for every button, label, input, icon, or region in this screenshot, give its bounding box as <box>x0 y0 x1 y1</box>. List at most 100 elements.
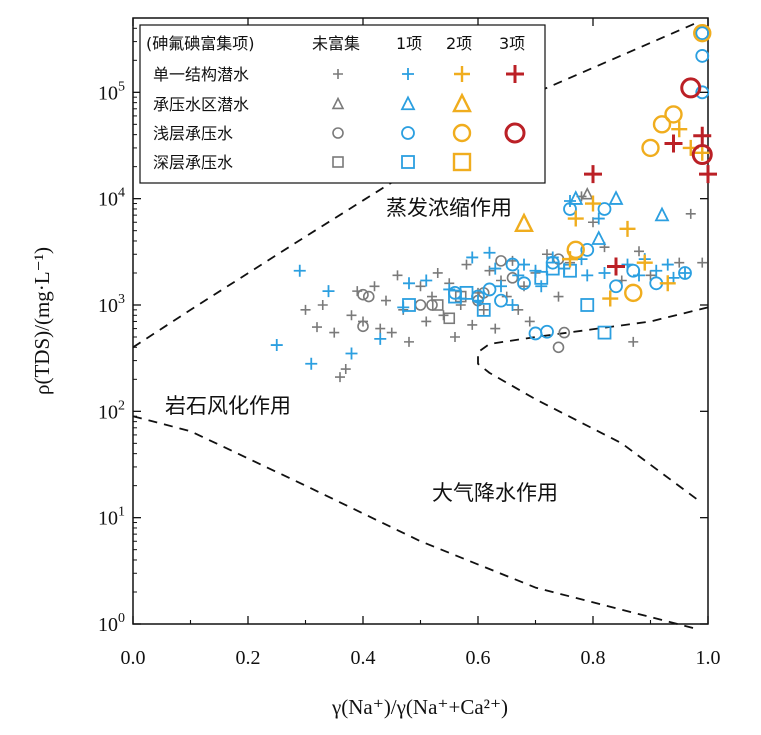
data-point-circle-level1-10 <box>580 242 595 257</box>
data-point-plus-level0-28 <box>484 265 495 276</box>
data-point-plus-level0-17 <box>421 316 432 327</box>
data-point-plus-level0-29 <box>490 323 501 334</box>
data-point-plus-level0-19 <box>432 267 443 278</box>
data-point-triangle-level1-1 <box>591 230 607 245</box>
data-point-plus-level2-9 <box>694 144 711 161</box>
data-point-plus-level0-0 <box>300 304 311 315</box>
legend-marker-triangle-level1 <box>400 95 416 111</box>
data-point-circle-level2-2 <box>641 138 660 158</box>
data-point-circle-level3-1 <box>691 144 713 166</box>
data-point-circle-level2-3 <box>652 115 672 134</box>
data-point-circle-level1-18 <box>695 26 710 41</box>
data-point-square-level1-5 <box>545 261 560 276</box>
data-point-plus-level2-5 <box>636 254 653 271</box>
data-point-circle-level0-2 <box>357 320 369 333</box>
data-point-plus-level1-3 <box>322 285 335 298</box>
data-point-plus-level0-2 <box>317 299 328 310</box>
boundary-line-upper <box>132 22 697 349</box>
data-point-plus-level1-20 <box>535 280 548 293</box>
data-point-plus-level1-5 <box>374 332 387 345</box>
data-point-circle-level1-12 <box>609 279 623 294</box>
data-point-plus-level0-33 <box>513 304 524 315</box>
data-point-plus-level1-14 <box>489 262 502 275</box>
data-point-plus-level0-22 <box>450 332 460 343</box>
x-tick-label-0: 0.0 <box>121 647 146 669</box>
data-point-circle-level1-7 <box>540 324 554 339</box>
y-tick-label-1: 101 <box>98 505 125 530</box>
data-point-circle-level0-11 <box>558 326 571 339</box>
legend-row-single-aquifer: 单一结构潜水 <box>153 65 249 84</box>
legend-marker-square-level1 <box>401 155 415 169</box>
legend-marker-triangle-level2 <box>452 92 472 113</box>
data-point-plus-level0-5 <box>340 364 351 375</box>
data-point-circle-level0-10 <box>552 341 565 354</box>
y-tick-exponent-1: 1 <box>118 505 125 520</box>
y-tick-exponent-4: 4 <box>118 186 125 201</box>
data-point-plus-level0-44 <box>628 336 639 347</box>
data-point-circle-level1-5 <box>517 276 531 291</box>
data-point-plus-level2-1 <box>567 210 584 227</box>
y-tick-exponent-0: 0 <box>118 611 125 626</box>
data-point-circle-level1-9 <box>563 202 577 216</box>
region-label-evaporation: 蒸发浓缩作用 <box>386 196 512 220</box>
x-tick-label-1: 0.2 <box>236 647 261 669</box>
data-point-circle-level1-13 <box>626 263 641 278</box>
data-point-circle-level1-17 <box>695 49 710 63</box>
data-point-circle-level3-0 <box>680 77 702 99</box>
data-point-square-level1-7 <box>580 298 595 312</box>
data-point-triangle-level1-3 <box>654 206 670 222</box>
data-point-circle-level1-4 <box>505 257 520 272</box>
data-point-plus-level1-15 <box>495 280 507 293</box>
data-point-plus-level1-1 <box>293 264 306 277</box>
data-point-triangle-level2-0 <box>514 212 534 233</box>
data-point-plus-level1-16 <box>506 298 519 311</box>
legend-marker-triangle-level0 <box>331 96 345 110</box>
data-point-plus-level0-1 <box>312 322 322 333</box>
data-point-circle-level1-3 <box>494 293 508 308</box>
legend-marker-square-level0 <box>332 156 344 168</box>
legend-marker-square-level2 <box>452 152 472 172</box>
data-point-square-level1-3 <box>476 302 491 317</box>
data-point-circle-level0-7 <box>495 255 507 267</box>
data-point-plus-level0-13 <box>392 270 403 281</box>
legend-marker-circle-level1 <box>401 126 415 140</box>
legend-column-three: 3项 <box>499 34 525 53</box>
data-point-square-level1-0 <box>402 298 416 312</box>
data-point-plus-level3-3 <box>693 126 712 145</box>
data-point-plus-level3-0 <box>584 165 602 184</box>
region-label-precipitation: 大气降水作用 <box>432 481 558 505</box>
data-point-plus-level0-38 <box>553 291 564 302</box>
x-tick-label-4: 0.8 <box>581 647 606 669</box>
data-point-plus-level1-2 <box>305 357 318 370</box>
data-point-plus-level0-10 <box>375 323 386 334</box>
y-tick-label-0: 100 <box>98 611 125 636</box>
data-point-plus-level0-32 <box>507 255 518 266</box>
data-point-plus-level0-9 <box>369 281 380 292</box>
boundary-line-right-nose <box>477 306 709 500</box>
x-axis-title: γ(Na⁺)/γ(Na⁺+Ca²⁺) <box>331 695 508 719</box>
data-point-plus-level3-1 <box>607 257 625 276</box>
data-point-plus-level0-4 <box>335 372 345 383</box>
data-point-plus-level0-46 <box>645 270 656 281</box>
data-point-plus-level2-4 <box>619 220 636 237</box>
data-point-plus-level0-3 <box>329 327 340 338</box>
data-point-plus-level1-0 <box>270 339 283 352</box>
data-point-triangle-level0-0 <box>580 186 594 200</box>
data-point-square-level1-4 <box>534 270 549 285</box>
data-point-plus-level1-27 <box>598 266 611 279</box>
x-tick-label-5: 1.0 <box>696 647 721 669</box>
legend-row-shallow-confined: 浅层承压水 <box>153 124 233 143</box>
legend-column-two: 2项 <box>446 34 472 53</box>
data-point-plus-level0-25 <box>467 319 478 330</box>
boundary-lines <box>132 22 709 630</box>
data-point-plus-level1-23 <box>564 195 576 208</box>
data-point-plus-level1-18 <box>518 258 530 271</box>
y-tick-label-4: 104 <box>98 186 125 211</box>
data-point-circle-level1-16 <box>695 85 710 100</box>
data-point-plus-level0-12 <box>386 327 397 338</box>
y-tick-label-5: 105 <box>98 79 125 104</box>
y-axis-title: ρ(TDS)/(mg·L⁻¹) <box>30 247 54 395</box>
legend-marker-plus-level0 <box>333 69 343 79</box>
data-point-circle-level0-1 <box>362 290 375 303</box>
